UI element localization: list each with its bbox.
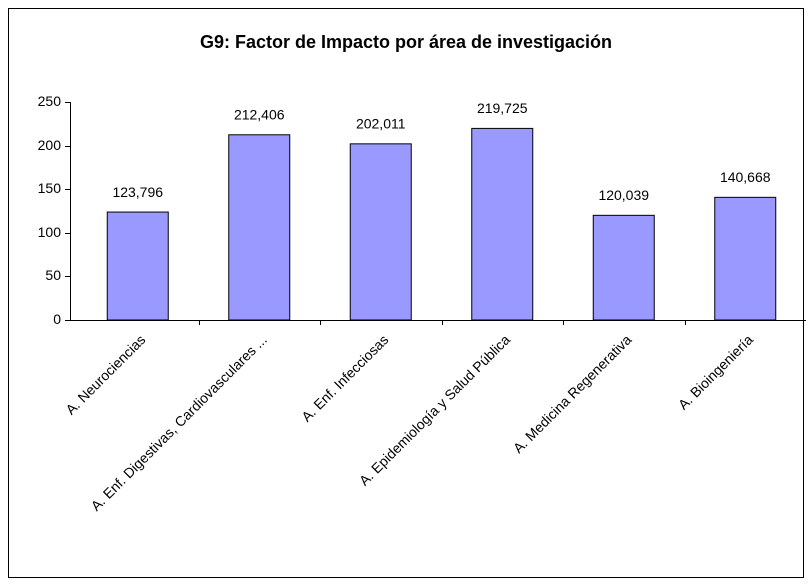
bar [228,134,291,321]
bar [471,127,534,321]
y-tick-label: 0 [53,311,61,327]
bar [106,211,169,321]
bar [714,196,777,321]
y-tick-label: 100 [38,224,62,240]
bar [592,214,655,321]
value-label: 140,668 [720,169,771,185]
value-label: 212,406 [234,106,285,122]
y-tick-label: 200 [38,137,62,153]
y-tick-label: 150 [38,180,62,196]
chart-title: G9: Factor de Impacto por área de invest… [200,32,612,52]
y-tick-label: 50 [45,267,61,283]
value-label: 202,011 [356,116,406,132]
value-label: 219,725 [477,100,528,116]
y-tick-label: 250 [38,93,62,109]
bar [349,143,412,321]
value-label: 120,039 [598,187,649,203]
value-label: 123,796 [112,184,163,200]
